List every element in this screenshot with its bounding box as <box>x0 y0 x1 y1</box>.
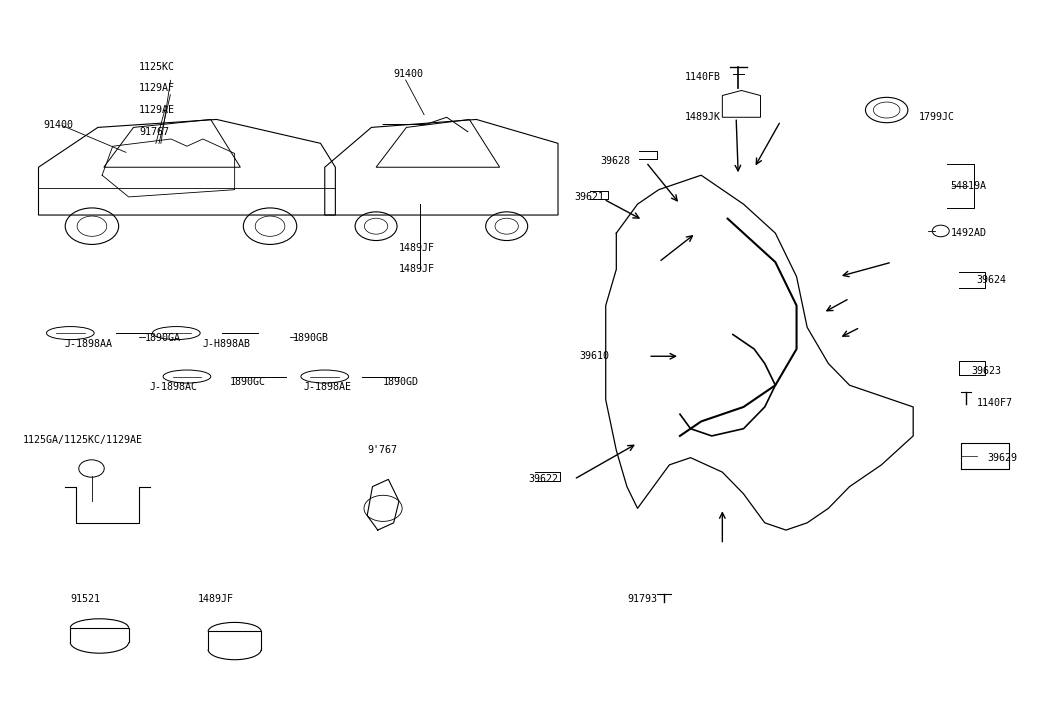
Text: 39624: 39624 <box>977 276 1007 285</box>
Text: 1140FB: 1140FB <box>686 73 721 82</box>
Text: 39621: 39621 <box>574 192 604 202</box>
Text: 39622: 39622 <box>528 475 558 484</box>
Text: J-H898AB: J-H898AB <box>203 339 251 349</box>
Text: J-1898AA: J-1898AA <box>65 339 113 349</box>
Text: 39623: 39623 <box>972 366 1001 376</box>
Text: 91400: 91400 <box>44 119 73 129</box>
Text: J-1898AE: J-1898AE <box>304 382 352 393</box>
Text: 54819A: 54819A <box>950 181 986 191</box>
Text: 1489JF: 1489JF <box>399 265 435 274</box>
Text: 39628: 39628 <box>601 156 630 166</box>
Text: 1890GB: 1890GB <box>293 333 328 343</box>
Text: 9'767: 9'767 <box>367 446 398 455</box>
Text: 1489JF: 1489JF <box>198 594 234 604</box>
Text: 1129AF: 1129AF <box>139 84 175 93</box>
Text: 1125KC: 1125KC <box>139 62 175 71</box>
Text: 91793: 91793 <box>627 594 657 604</box>
Text: 91400: 91400 <box>393 69 424 79</box>
Text: 1492AD: 1492AD <box>950 228 986 238</box>
Text: 1799JC: 1799JC <box>918 112 955 122</box>
Text: 1125GA/1125KC/1129AE: 1125GA/1125KC/1129AE <box>22 435 142 444</box>
Text: 1489JK: 1489JK <box>686 112 721 122</box>
Text: J-1898AC: J-1898AC <box>150 382 198 393</box>
Text: 1890GC: 1890GC <box>230 377 266 387</box>
Text: 39610: 39610 <box>579 351 609 361</box>
Text: 1129AE: 1129AE <box>139 105 175 115</box>
Text: 91521: 91521 <box>70 594 100 604</box>
Text: 1140F7: 1140F7 <box>977 398 1013 409</box>
Text: 1890GA: 1890GA <box>145 333 181 343</box>
Text: 39629: 39629 <box>988 453 1017 462</box>
Text: 91767: 91767 <box>139 126 169 137</box>
Text: 1890GD: 1890GD <box>383 377 419 387</box>
Text: 1489JF: 1489JF <box>399 243 435 252</box>
